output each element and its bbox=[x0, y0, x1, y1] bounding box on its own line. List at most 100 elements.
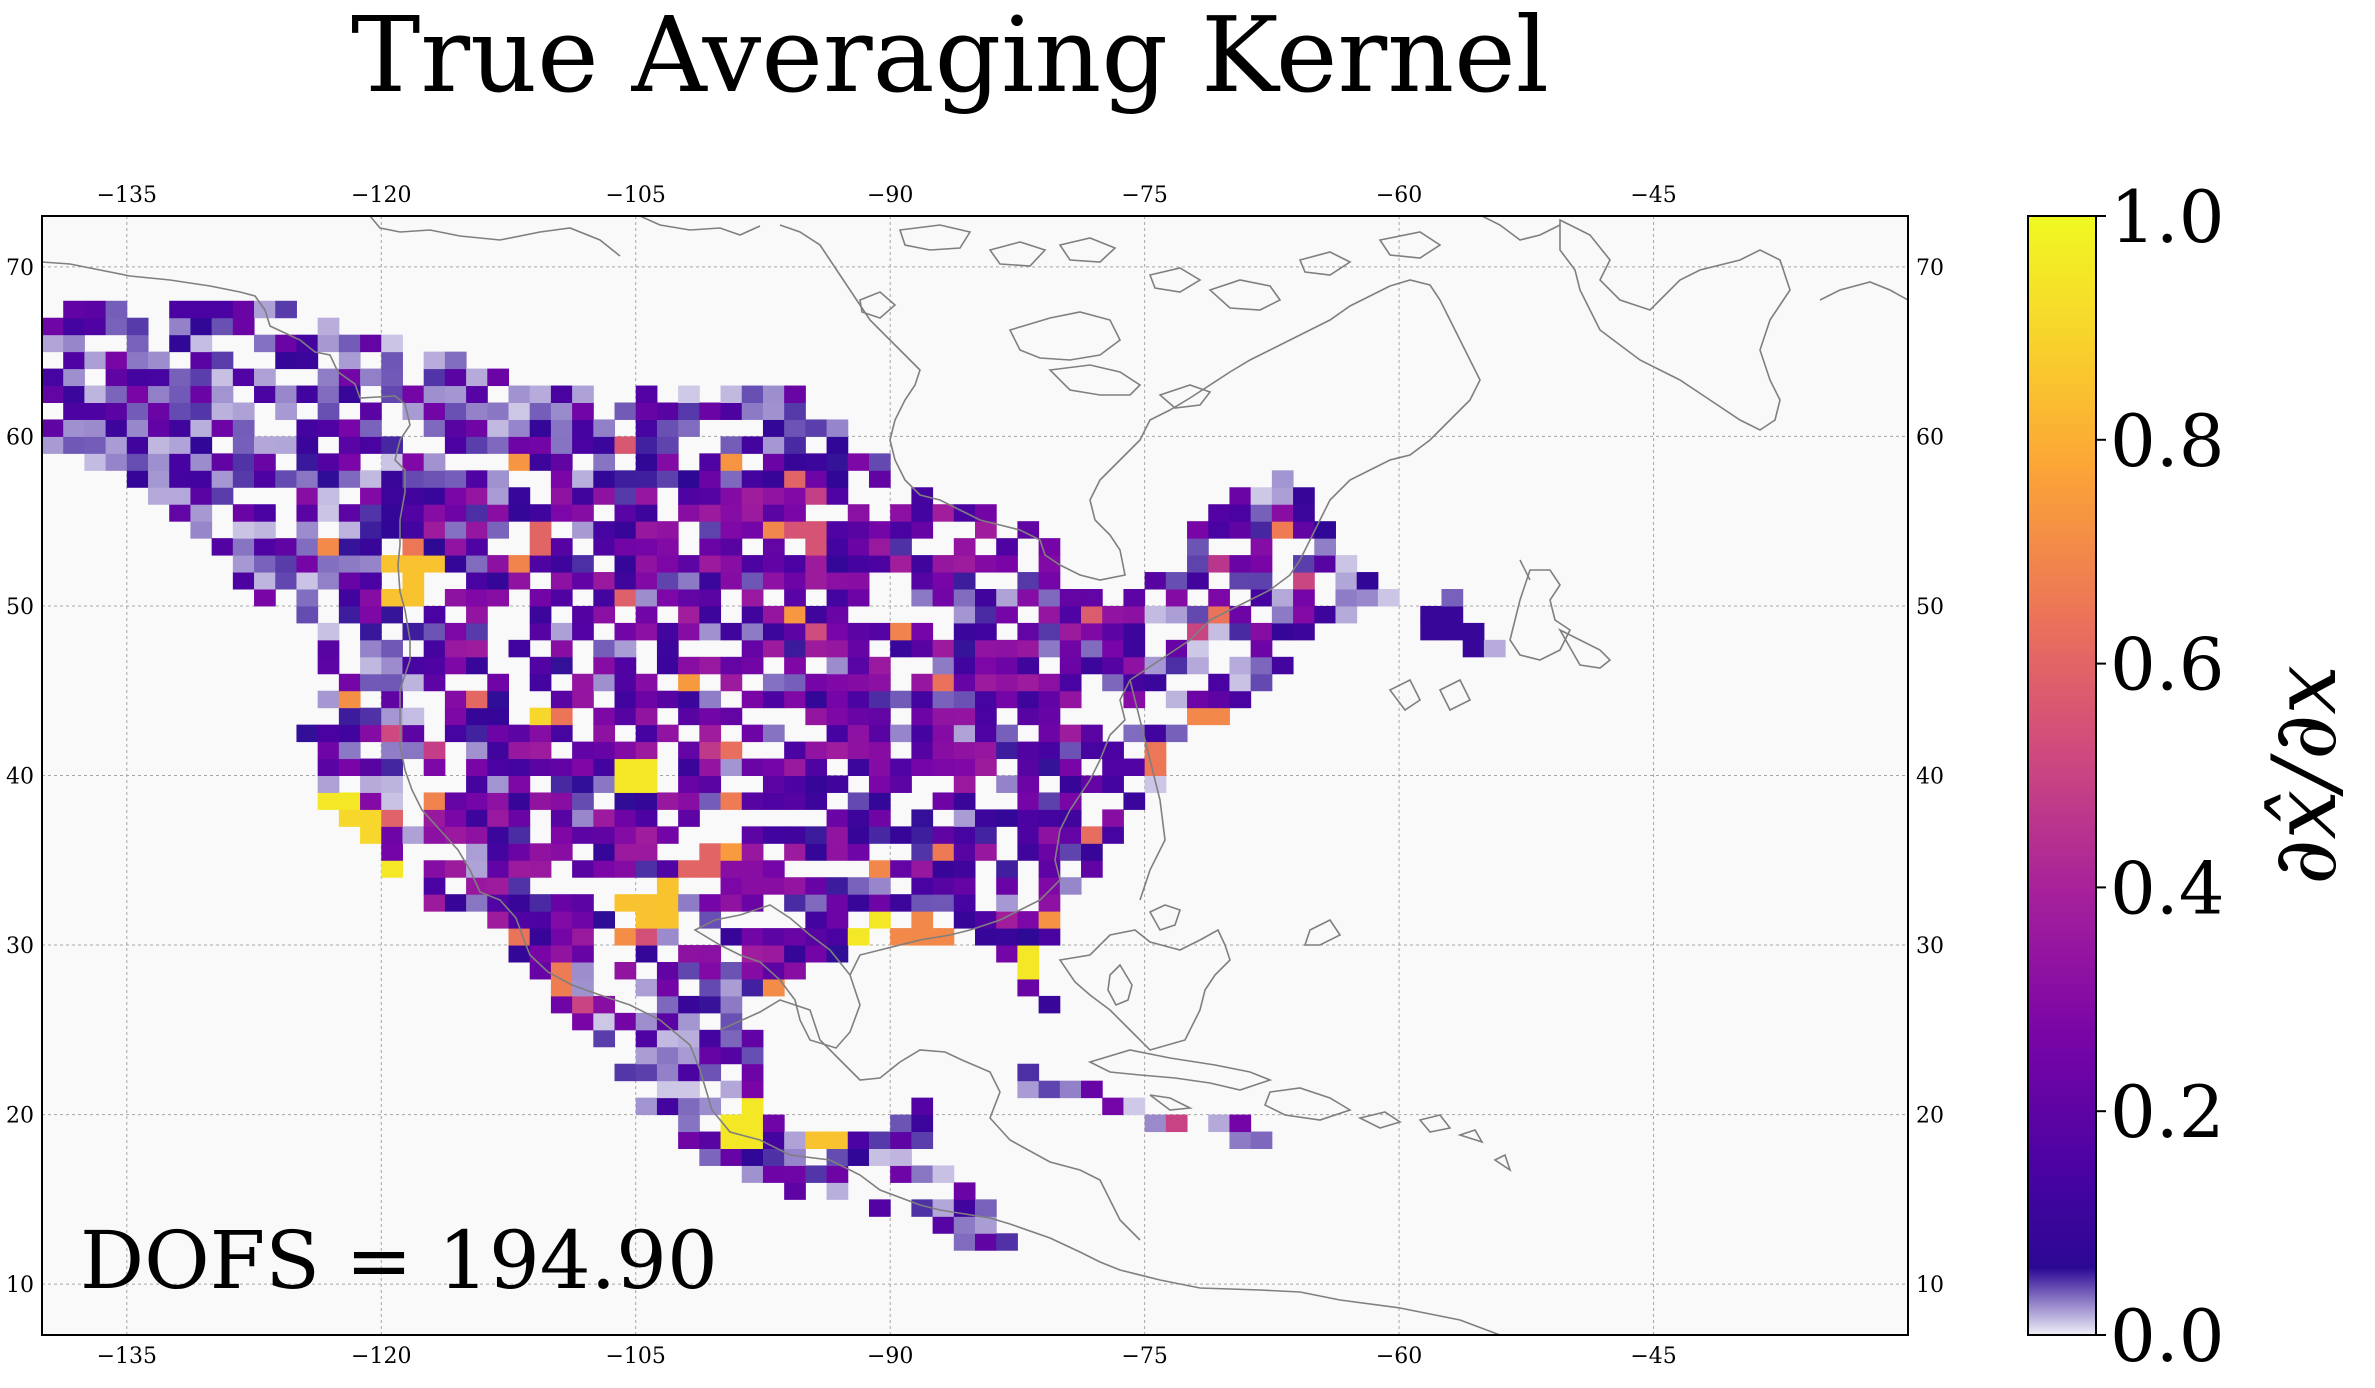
kernel-cell bbox=[847, 453, 870, 471]
kernel-cell bbox=[148, 419, 170, 437]
kernel-cell bbox=[1314, 538, 1336, 556]
kernel-cell bbox=[805, 1131, 828, 1149]
kernel-cell bbox=[996, 911, 1018, 929]
kernel-cell bbox=[762, 436, 785, 454]
kernel-cell bbox=[635, 724, 658, 743]
kernel-cell bbox=[1229, 673, 1252, 692]
kernel-cell bbox=[614, 589, 637, 607]
kernel-cell bbox=[741, 843, 764, 861]
kernel-cell bbox=[296, 555, 319, 573]
kernel-cell bbox=[762, 385, 785, 403]
kernel-cell bbox=[444, 521, 467, 539]
kernel-cell bbox=[232, 572, 255, 590]
kernel-cell bbox=[741, 724, 764, 743]
kernel-cell bbox=[890, 690, 912, 709]
kernel-cell bbox=[550, 589, 573, 607]
kernel-cell bbox=[169, 436, 191, 454]
kernel-cell bbox=[762, 962, 785, 980]
colorbar-tick-label: 0.8 bbox=[2110, 399, 2225, 483]
kernel-cell bbox=[847, 639, 870, 658]
kernel-cell bbox=[762, 419, 785, 437]
kernel-cell bbox=[805, 741, 828, 760]
kernel-cell bbox=[720, 928, 743, 946]
kernel-cell bbox=[720, 555, 743, 573]
kernel-cell bbox=[847, 1131, 870, 1149]
kernel-cell bbox=[105, 385, 128, 403]
kernel-cell bbox=[254, 538, 276, 556]
kernel-cell bbox=[254, 385, 276, 403]
kernel-cell bbox=[1017, 775, 1040, 793]
kernel-cell bbox=[741, 639, 764, 658]
kernel-cell bbox=[847, 843, 870, 861]
kernel-cell bbox=[572, 419, 594, 437]
kernel-cell bbox=[911, 707, 934, 726]
kernel-cell bbox=[975, 826, 997, 844]
kernel-cell bbox=[572, 673, 594, 692]
kernel-cell bbox=[1081, 843, 1103, 861]
kernel-cell bbox=[1102, 639, 1124, 658]
kernel-cell bbox=[953, 1182, 976, 1200]
kernel-cell bbox=[423, 470, 446, 488]
kernel-cell bbox=[953, 622, 976, 641]
kernel-cell bbox=[932, 843, 955, 861]
lat-tick-label-left: 60 bbox=[6, 425, 34, 450]
kernel-cell bbox=[423, 860, 446, 878]
kernel-cell bbox=[762, 622, 785, 641]
kernel-cell bbox=[550, 758, 573, 776]
kernel-cell bbox=[656, 911, 679, 929]
kernel-cell bbox=[423, 792, 446, 810]
kernel-cell bbox=[911, 1114, 934, 1133]
kernel-cell bbox=[678, 1097, 700, 1116]
kernel-cell bbox=[466, 707, 488, 726]
kernel-cell bbox=[529, 945, 552, 963]
kernel-cell bbox=[190, 504, 213, 522]
kernel-cell bbox=[720, 504, 743, 522]
kernel-cell bbox=[487, 843, 509, 861]
kernel-cell bbox=[444, 385, 467, 403]
kernel-cell bbox=[423, 521, 446, 539]
kernel-cell bbox=[1293, 504, 1315, 522]
kernel-cell bbox=[423, 504, 446, 522]
kernel-cell bbox=[572, 504, 594, 522]
kernel-cell bbox=[444, 402, 467, 420]
kernel-cell bbox=[593, 860, 616, 878]
kernel-cell bbox=[296, 351, 319, 370]
kernel-cell bbox=[699, 538, 722, 556]
kernel-cell bbox=[996, 860, 1018, 878]
kernel-cell bbox=[1208, 707, 1230, 726]
kernel-cell bbox=[635, 1046, 658, 1065]
kernel-cell bbox=[423, 877, 446, 895]
kernel-cell bbox=[550, 555, 573, 573]
kernel-cell bbox=[635, 928, 658, 946]
kernel-cell bbox=[826, 1165, 849, 1183]
kernel-cell bbox=[296, 504, 319, 522]
kernel-cell bbox=[254, 504, 276, 522]
kernel-cell bbox=[911, 572, 934, 590]
kernel-cell bbox=[784, 673, 806, 692]
kernel-cell bbox=[1144, 605, 1167, 624]
kernel-cell bbox=[953, 690, 976, 709]
kernel-cell bbox=[975, 690, 997, 709]
kernel-cell bbox=[656, 639, 679, 658]
kernel-cell bbox=[635, 487, 658, 505]
kernel-cell bbox=[338, 690, 361, 709]
kernel-cell bbox=[784, 572, 806, 590]
kernel-cell bbox=[423, 894, 446, 912]
kernel-cell bbox=[466, 656, 488, 675]
kernel-cell bbox=[423, 656, 446, 675]
kernel-cell bbox=[635, 775, 658, 793]
kernel-cell bbox=[1144, 572, 1167, 590]
kernel-cell bbox=[317, 419, 340, 437]
kernel-cell bbox=[360, 724, 382, 743]
kernel-cell bbox=[953, 809, 976, 827]
kernel-cell bbox=[529, 724, 552, 743]
kernel-cell bbox=[741, 504, 764, 522]
lon-tick-label-top: −120 bbox=[351, 183, 411, 208]
kernel-cell bbox=[381, 470, 403, 488]
kernel-cell bbox=[635, 673, 658, 692]
lon-tick-label-bottom: −75 bbox=[1121, 1344, 1167, 1369]
kernel-cell bbox=[932, 589, 955, 607]
kernel-cell bbox=[169, 300, 191, 319]
kernel-cell bbox=[784, 758, 806, 776]
kernel-cell bbox=[487, 504, 509, 522]
